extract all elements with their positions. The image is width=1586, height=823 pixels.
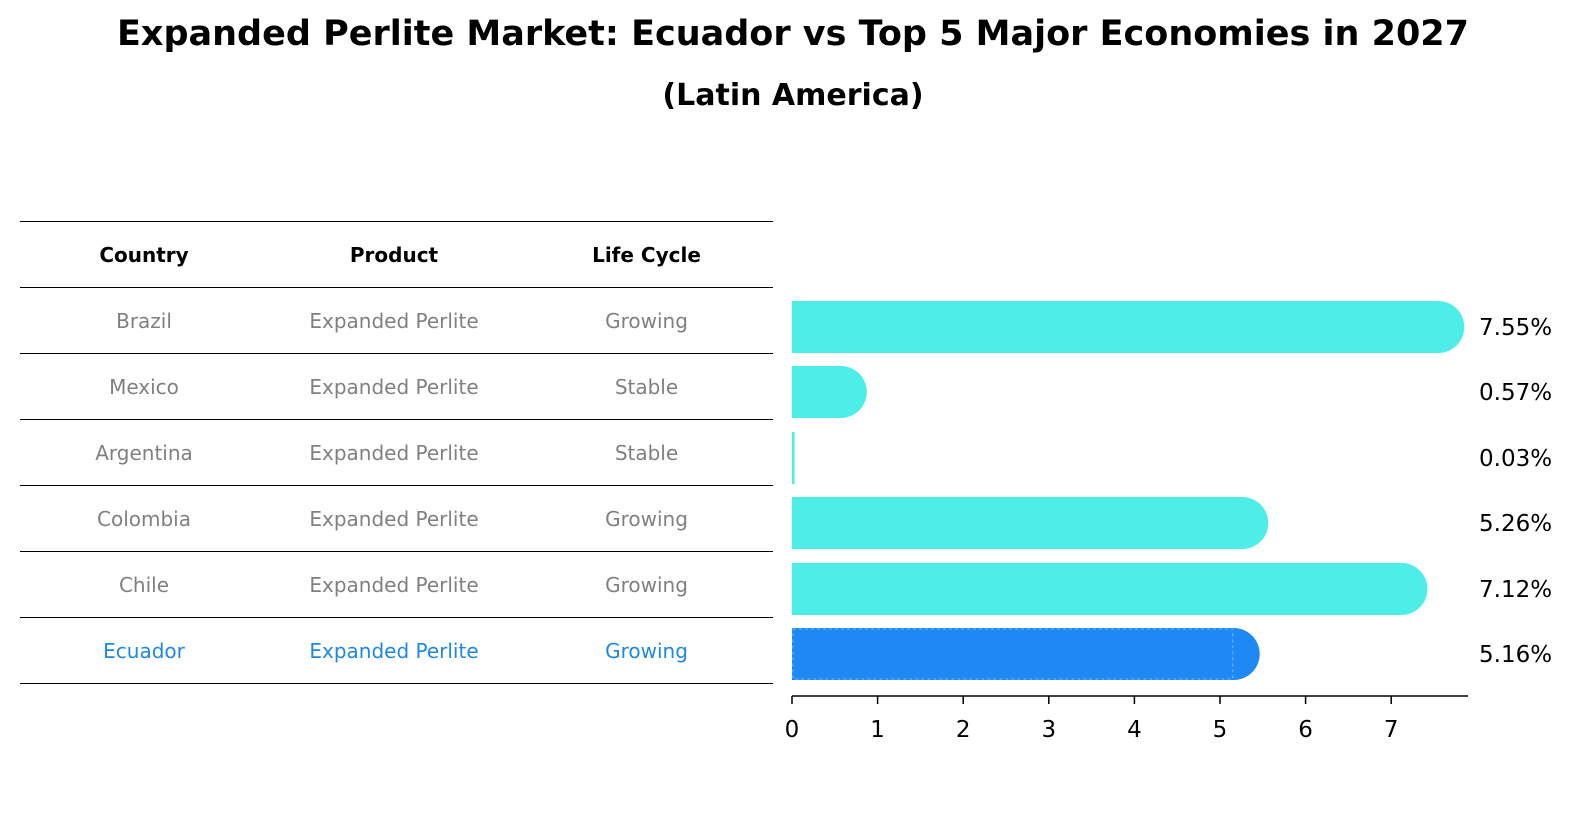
bar-body	[792, 301, 1439, 353]
bar-body	[792, 497, 1243, 549]
bar-ecuador	[792, 628, 1260, 680]
country-cell: Brazil	[20, 287, 268, 354]
chart-title: Expanded Perlite Market: Ecuador vs Top …	[116, 14, 1470, 54]
country-table: Country Product Life Cycle Brazil Expand…	[20, 221, 773, 684]
bar-body	[792, 628, 1234, 680]
value-label: 0.03%	[1479, 446, 1552, 472]
bar-brazil	[792, 301, 1465, 353]
x-tick-label: 0	[785, 717, 800, 743]
product-cell: Expanded Perlite	[268, 419, 520, 486]
bar-mexico	[792, 366, 867, 418]
bar-cap	[1412, 301, 1465, 353]
product-cell: Expanded Perlite	[268, 353, 520, 420]
x-tick-label: 5	[1213, 717, 1228, 743]
header-life-cycle: Life Cycle	[520, 221, 773, 288]
table-row: Brazil Expanded Perlite Growing	[20, 287, 773, 354]
life-cycle-cell: Growing	[520, 485, 773, 552]
product-cell: Expanded Perlite	[268, 485, 520, 552]
value-label: 7.12%	[1479, 577, 1552, 603]
life-cycle-cell: Growing	[520, 287, 773, 354]
table-row: Colombia Expanded Perlite Growing	[20, 485, 773, 552]
x-tick-label: 3	[1041, 717, 1056, 743]
bar-cap	[1207, 628, 1260, 680]
bars-group	[792, 301, 1465, 680]
bar-body	[792, 563, 1402, 615]
value-label: 5.16%	[1479, 642, 1552, 668]
value-label: 5.26%	[1479, 511, 1552, 537]
product-cell: Expanded Perlite	[268, 287, 520, 354]
chart-subtitle: (Latin America)	[662, 78, 924, 113]
country-cell: Ecuador	[20, 617, 268, 684]
header-country: Country	[20, 221, 268, 288]
value-labels-group: 7.55% 0.57% 0.03% 5.26% 7.12% 5.16%	[1479, 315, 1552, 668]
country-cell: Chile	[20, 551, 268, 618]
x-ticks-group: 0 1 2 3 4 5 6 7	[785, 696, 1399, 743]
x-tick-label: 4	[1127, 717, 1142, 743]
table-row: Mexico Expanded Perlite Stable	[20, 353, 773, 420]
bar-cap	[1375, 563, 1428, 615]
header-product: Product	[268, 221, 520, 288]
country-cell: Argentina	[20, 419, 268, 486]
bar-body	[792, 432, 795, 484]
value-label: 0.57%	[1479, 380, 1552, 406]
bar-cap	[1216, 497, 1269, 549]
life-cycle-cell: Growing	[520, 551, 773, 618]
bar-cap	[814, 366, 867, 418]
bar-colombia	[792, 497, 1269, 549]
life-cycle-cell: Stable	[520, 419, 773, 486]
bar-highlight-outline	[792, 628, 1234, 680]
table-row: Argentina Expanded Perlite Stable	[20, 419, 773, 486]
x-tick-label: 1	[870, 717, 885, 743]
product-cell: Expanded Perlite	[268, 617, 520, 684]
country-cell: Colombia	[20, 485, 268, 552]
country-cell: Mexico	[20, 353, 268, 420]
bar-chile	[792, 563, 1428, 615]
x-tick-label: 6	[1298, 717, 1313, 743]
value-label: 7.55%	[1479, 315, 1552, 341]
x-tick-label: 7	[1384, 717, 1399, 743]
life-cycle-cell: Stable	[520, 353, 773, 420]
bar-argentina	[792, 432, 795, 484]
x-tick-label: 2	[956, 717, 971, 743]
life-cycle-cell: Growing	[520, 617, 773, 684]
table-row-highlighted: Ecuador Expanded Perlite Growing	[20, 617, 773, 684]
product-cell: Expanded Perlite	[268, 551, 520, 618]
table-header-row: Country Product Life Cycle	[20, 221, 773, 288]
table-row: Chile Expanded Perlite Growing	[20, 551, 773, 618]
